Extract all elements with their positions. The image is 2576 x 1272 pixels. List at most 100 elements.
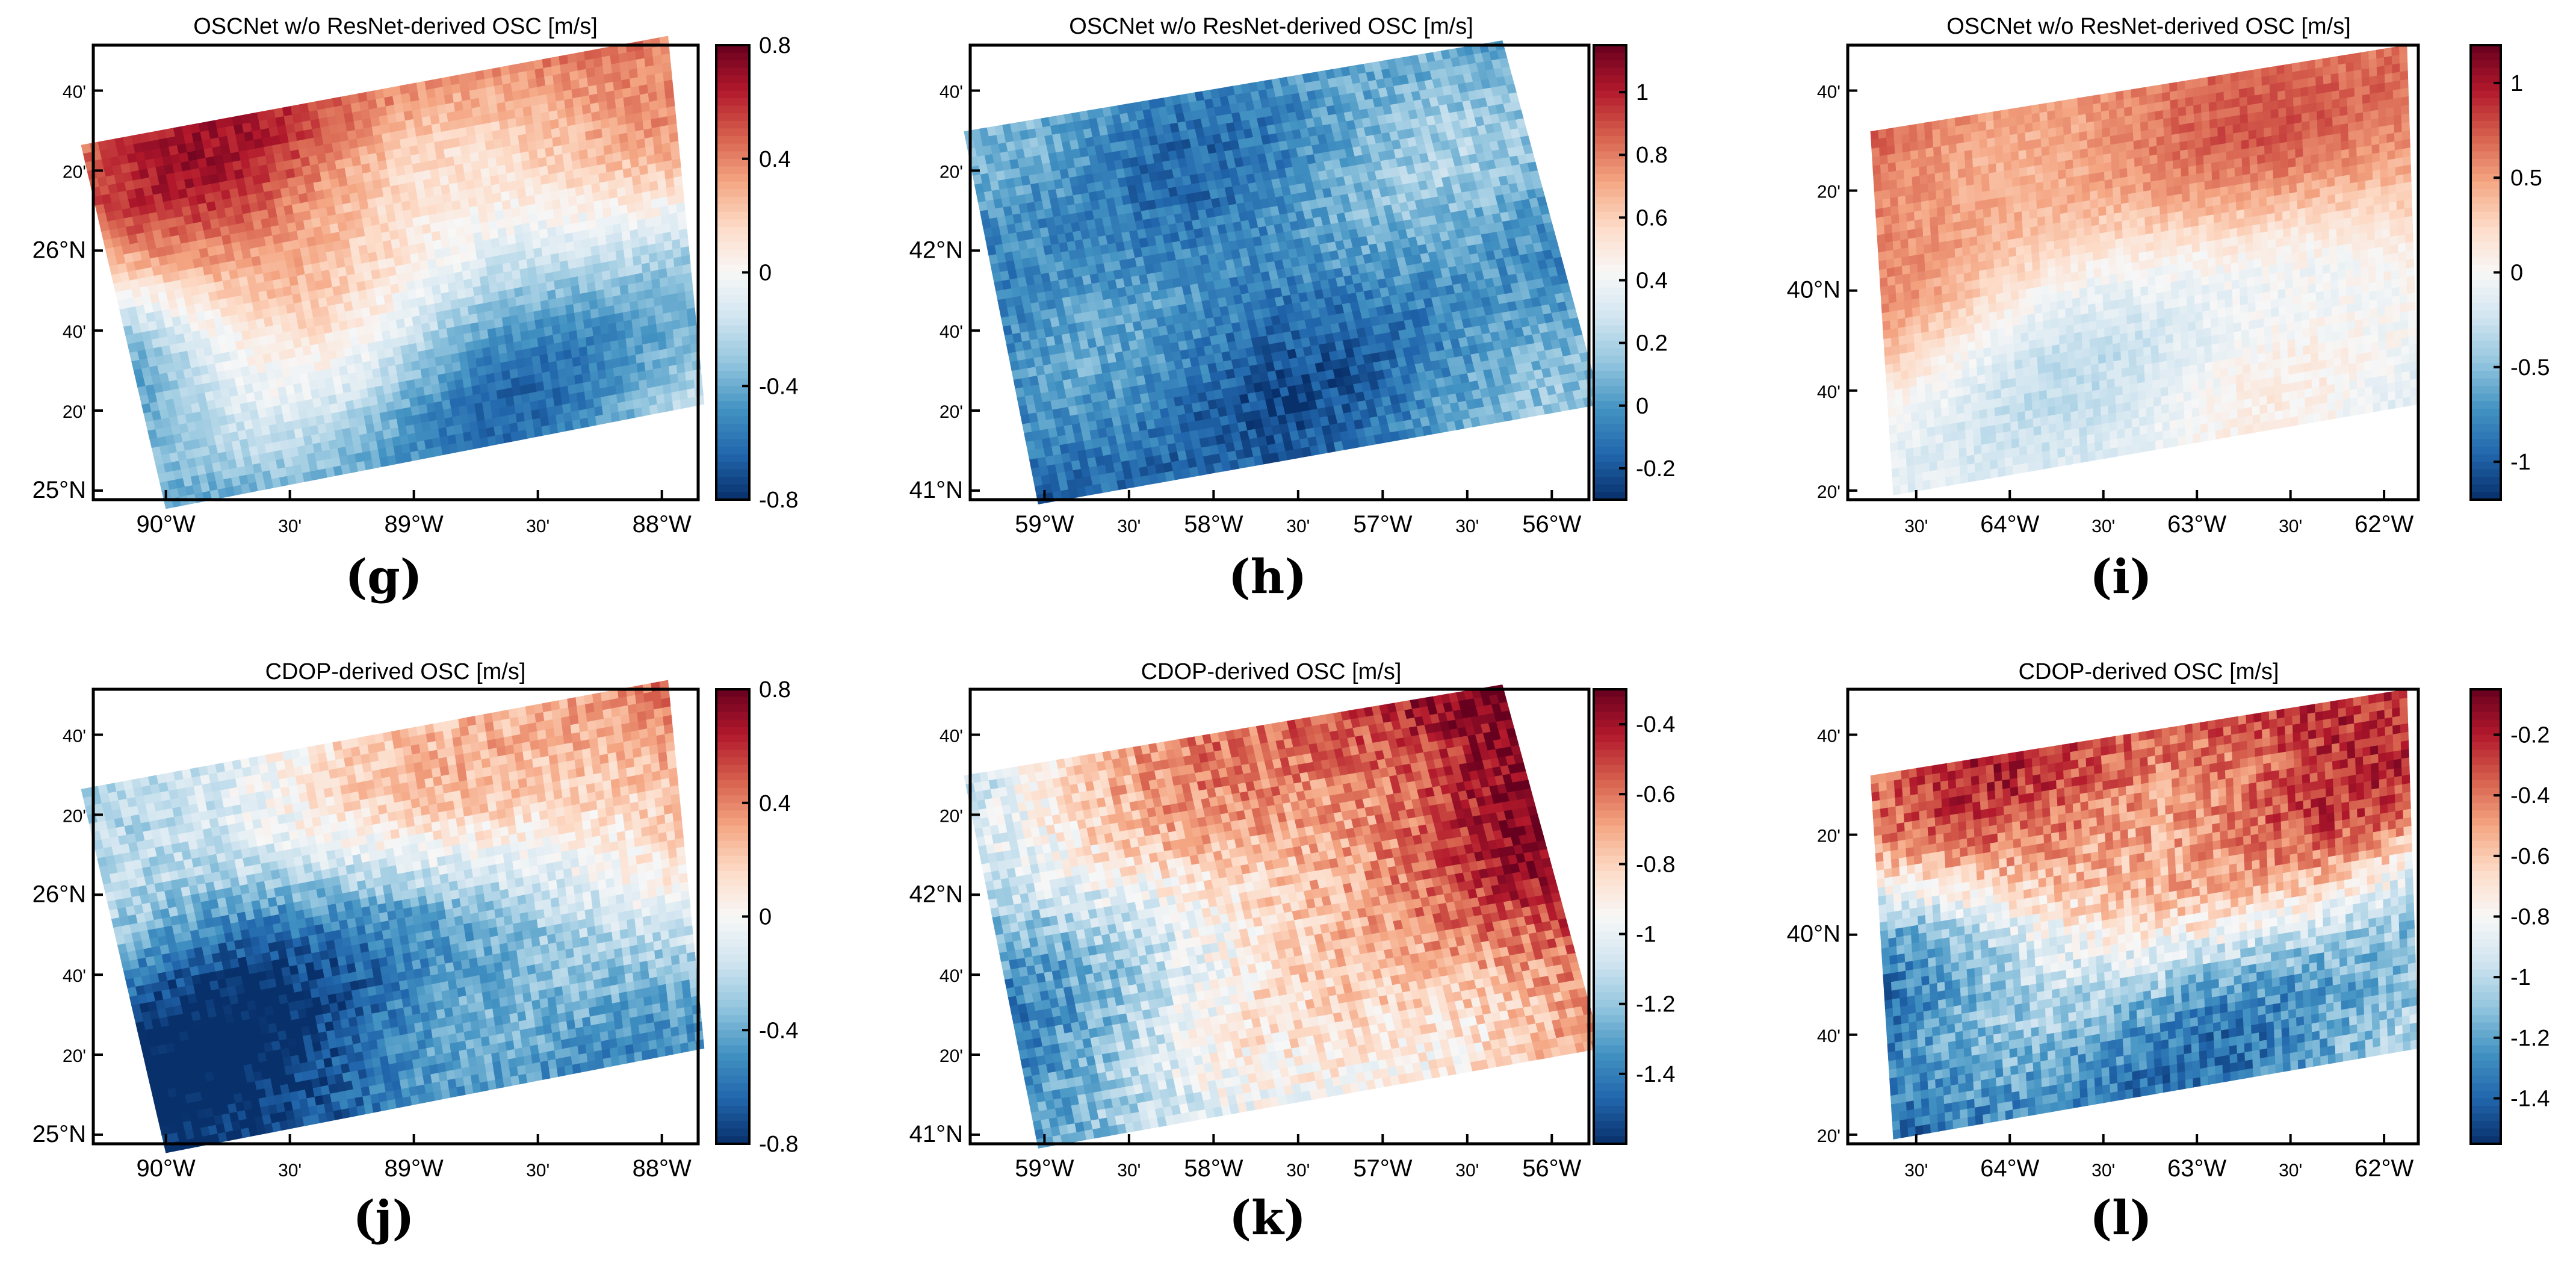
- heatmap-cell: [611, 278, 620, 288]
- heatmap-cell: [535, 319, 544, 329]
- colorbar-segment: [716, 477, 749, 485]
- heatmap-cell: [413, 118, 423, 128]
- colorbar-segment: [716, 462, 749, 470]
- heatmap-cell: [681, 246, 690, 256]
- heatmap-cell: [607, 171, 616, 181]
- heatmap-cell: [515, 350, 524, 360]
- heatmap-cell: [662, 143, 671, 153]
- colorbar-segment: [716, 386, 749, 394]
- heatmap-cell: [359, 101, 369, 111]
- heatmap-cell: [460, 361, 469, 371]
- heatmap-cell: [610, 403, 619, 414]
- heatmap-cell: [469, 206, 479, 216]
- colorbar-segment: [716, 280, 749, 288]
- heatmap-cell: [651, 350, 660, 361]
- heatmap-cell: [572, 294, 581, 304]
- heatmap-cell: [574, 303, 583, 313]
- heatmap-cell: [666, 187, 675, 197]
- heatmap-cell: [406, 281, 416, 291]
- heatmap-cell: [621, 70, 630, 81]
- heatmap-cell: [439, 229, 449, 240]
- heatmap-cell: [616, 321, 625, 332]
- heatmap-cell: [675, 346, 684, 356]
- heatmap-cell: [319, 117, 329, 128]
- heatmap-cell: [423, 125, 433, 135]
- heatmap-cell: [680, 238, 689, 248]
- heatmap-cell: [428, 312, 438, 323]
- heatmap-cell: [450, 246, 460, 256]
- heatmap-cell: [547, 164, 557, 175]
- heatmap-cell: [608, 108, 617, 119]
- heatmap-cell: [465, 234, 475, 244]
- heatmap-cell: [536, 202, 545, 213]
- heatmap-cell: [613, 223, 622, 234]
- heatmap-cell: [476, 411, 485, 421]
- heatmap-cell: [450, 191, 460, 202]
- heatmap-cell: [525, 366, 534, 376]
- heatmap-cell: [661, 367, 670, 377]
- heatmap-cell: [447, 219, 456, 229]
- heatmap-cell: [543, 67, 553, 77]
- heatmap-cell: [625, 329, 634, 339]
- heatmap-cell: [429, 321, 439, 332]
- heatmap-cell: [527, 70, 536, 80]
- heatmap-cell: [501, 308, 510, 318]
- heatmap-cell: [481, 285, 490, 295]
- colorbar-segment: [716, 91, 749, 99]
- heatmap-cell: [489, 166, 498, 176]
- heatmap-cell: [455, 164, 465, 174]
- heatmap-cell: [350, 147, 360, 158]
- heatmap-cell: [524, 294, 533, 305]
- heatmap-cell: [528, 150, 538, 160]
- heatmap-cell: [511, 82, 521, 92]
- heatmap-cell: [507, 118, 517, 128]
- heatmap-cell: [548, 353, 557, 363]
- heatmap-cell: [593, 397, 602, 408]
- heatmap-cell: [648, 83, 657, 93]
- heatmap-cell: [678, 372, 686, 382]
- heatmap-cell: [474, 403, 483, 413]
- heatmap-cell: [586, 336, 595, 346]
- heatmap-cell: [643, 120, 652, 130]
- heatmap-cell: [373, 278, 382, 288]
- heatmap-cell: [456, 173, 466, 183]
- heatmap-cell: [600, 253, 609, 263]
- heatmap-cell: [516, 117, 525, 127]
- heatmap-cell: [402, 255, 412, 265]
- heatmap-cell: [514, 287, 523, 297]
- heatmap-cell: [563, 287, 572, 297]
- heatmap-cell: [411, 361, 421, 371]
- heatmap-cell: [479, 96, 489, 107]
- heatmap-cell: [562, 144, 571, 154]
- heatmap-cell: [491, 121, 501, 131]
- heatmap-cell: [430, 276, 440, 287]
- heatmap-cell: [599, 379, 608, 389]
- heatmap-cell: [566, 313, 575, 323]
- heatmap-cell: [551, 57, 560, 67]
- heatmap-cell: [386, 105, 395, 115]
- heatmap-cell: [442, 247, 452, 257]
- heatmap-cell: [542, 184, 551, 194]
- heatmap-cell: [480, 276, 489, 286]
- heatmap-cell: [432, 339, 441, 349]
- heatmap-cell: [374, 134, 383, 144]
- heatmap-cell: [550, 307, 559, 317]
- heatmap-cell: [506, 397, 515, 407]
- heatmap-cell: [524, 240, 533, 250]
- heatmap-cell: [472, 107, 481, 117]
- heatmap-cell: [518, 430, 527, 440]
- colorbar-segment: [716, 310, 749, 318]
- heatmap-cell: [569, 393, 578, 403]
- heatmap-cell: [429, 160, 438, 170]
- heatmap-cell: [441, 292, 451, 302]
- heatmap-cell: [643, 200, 652, 210]
- heatmap-cell: [668, 356, 677, 367]
- heatmap-cell: [563, 90, 573, 100]
- heatmap-cell: [519, 80, 529, 90]
- heatmap-cell: [482, 293, 491, 303]
- heatmap-cell: [523, 169, 533, 179]
- heatmap-cell: [573, 97, 583, 107]
- heatmap-cell: [657, 170, 666, 181]
- heatmap-cell: [636, 210, 645, 220]
- heatmap-cell: [525, 420, 534, 430]
